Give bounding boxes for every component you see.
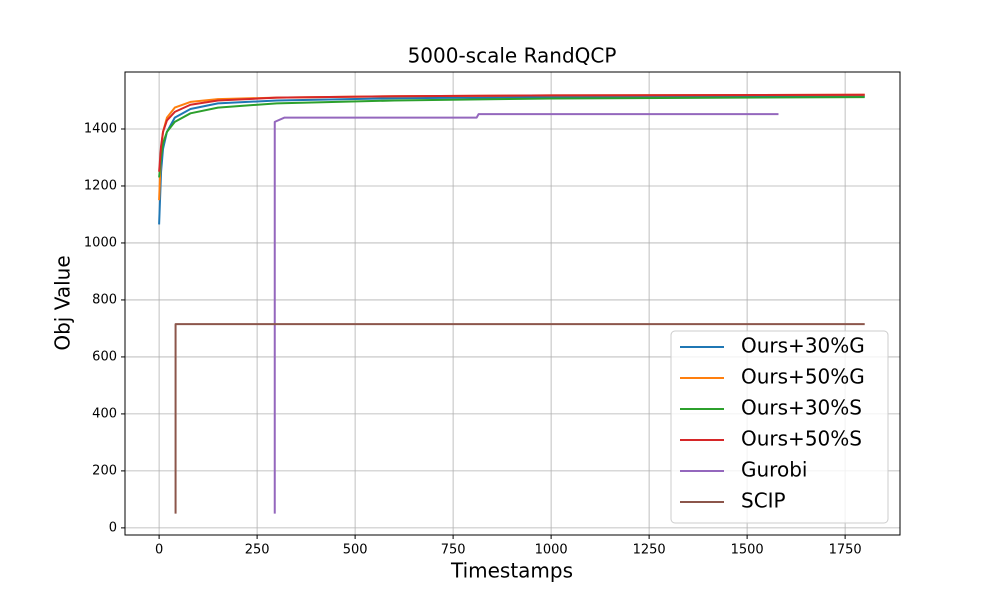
y-tick-label: 800 <box>92 292 117 307</box>
legend-label: Ours+30%G <box>741 334 865 358</box>
chart-title: 5000-scale RandQCP <box>408 44 617 68</box>
x-tick-label: 1500 <box>731 543 764 558</box>
plot-frame <box>124 71 901 536</box>
x-axis-label: Timestamps <box>450 559 573 583</box>
y-tick-label: 1200 <box>84 178 117 193</box>
legend-label: Ours+30%S <box>741 396 862 420</box>
x-tick-label: 750 <box>441 543 466 558</box>
y-tick-label: 400 <box>92 406 117 421</box>
legend-label: SCIP <box>741 489 786 513</box>
x-tick-label: 1250 <box>633 543 666 558</box>
series-line <box>158 93 865 172</box>
series-line <box>158 93 865 201</box>
y-tick-label: 0 <box>109 520 117 535</box>
y-tick-label: 600 <box>92 349 117 364</box>
x-tick-label: 1000 <box>535 543 568 558</box>
legend-label: Ours+50%S <box>741 427 862 451</box>
y-tick-label: 1400 <box>84 121 117 136</box>
y-tick-label: 200 <box>92 463 117 478</box>
x-tick-label: 500 <box>343 543 368 558</box>
x-tick-label: 0 <box>155 543 163 558</box>
x-tick-label: 1750 <box>829 543 862 558</box>
legend-box <box>670 330 889 524</box>
legend-label: Gurobi <box>741 458 807 482</box>
legend-label: Ours+50%G <box>741 365 865 389</box>
y-tick-label: 1000 <box>84 235 117 250</box>
series-line <box>158 96 865 178</box>
series-line <box>273 113 779 514</box>
x-tick-label: 250 <box>245 543 270 558</box>
series-line <box>158 95 865 225</box>
y-axis-label: Obj Value <box>51 255 75 350</box>
series-line <box>174 323 865 514</box>
